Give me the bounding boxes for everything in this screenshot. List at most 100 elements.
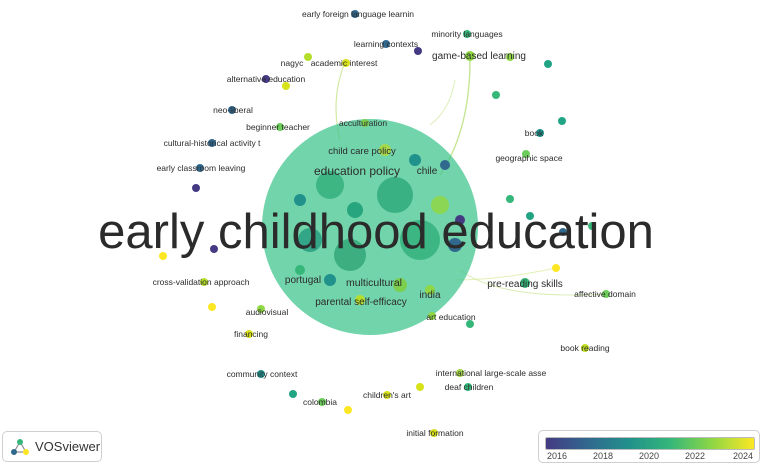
node-unlabeled[interactable] [208, 303, 216, 311]
legend-tick: 2024 [732, 451, 754, 461]
label-term[interactable]: alternative education [227, 74, 306, 84]
central-term-label[interactable]: early childhood education [98, 205, 654, 259]
label-term[interactable]: cultural-historical activity t [164, 138, 261, 148]
label-term[interactable]: portugal [285, 275, 321, 286]
node-unlabeled[interactable] [544, 60, 552, 68]
label-term[interactable]: affective domain [574, 289, 636, 299]
legend-tick: 2022 [684, 451, 706, 461]
node-unlabeled[interactable] [282, 82, 290, 90]
label-term[interactable]: beginner teacher [246, 122, 310, 132]
label-term[interactable]: chile [417, 166, 438, 177]
central-cluster-node[interactable] [262, 119, 478, 335]
node-art-education[interactable] [428, 312, 436, 320]
label-term[interactable]: book [525, 128, 544, 138]
keyword-labels: early foreign language learnin minority … [153, 9, 637, 438]
node-book[interactable] [536, 129, 544, 137]
node-unlabeled[interactable] [416, 383, 424, 391]
node-learning-contexts[interactable] [382, 40, 390, 48]
node-nagyc[interactable] [304, 53, 312, 61]
node-game-based-learning[interactable] [465, 51, 475, 61]
node-unlabeled[interactable] [159, 252, 167, 260]
node-unlabeled[interactable] [414, 47, 422, 55]
node-unlabeled[interactable] [344, 406, 352, 414]
node-unlabeled[interactable] [552, 264, 560, 272]
label-term[interactable]: financing [234, 329, 268, 339]
link [459, 269, 606, 296]
node-financing[interactable] [245, 330, 253, 338]
node-beginner-teacher[interactable] [276, 123, 284, 131]
node-cultural-historical[interactable] [208, 139, 216, 147]
inner-node [324, 274, 336, 286]
inner-node [448, 238, 462, 252]
node-unlabeled[interactable] [466, 320, 474, 328]
node-unlabeled[interactable] [588, 222, 596, 230]
label-term[interactable]: acculturation [339, 118, 387, 128]
legend-color-scale [545, 437, 755, 450]
node-unlabeled[interactable] [492, 91, 500, 99]
node-deaf-children[interactable] [464, 383, 472, 391]
node-unlabeled[interactable] [506, 195, 514, 203]
node-unlabeled[interactable] [192, 184, 200, 192]
label-term[interactable]: children's art [363, 390, 412, 400]
label-term[interactable]: india [419, 290, 441, 301]
label-term[interactable]: learning contexts [354, 39, 418, 49]
node-early-classroom-leaving[interactable] [196, 164, 204, 172]
inner-node [393, 278, 407, 292]
label-term[interactable]: early classroom leaving [157, 163, 246, 173]
node-childrens-art[interactable] [383, 391, 391, 399]
label-term[interactable]: book reading [560, 343, 609, 353]
node-academic-interest[interactable] [342, 59, 350, 67]
node-cross-validation[interactable] [200, 278, 208, 286]
node-minority-languages[interactable] [463, 30, 471, 38]
label-term[interactable]: parental self-efficacy [315, 297, 407, 308]
vosviewer-logo-icon [11, 438, 29, 455]
node-initial-formation[interactable] [430, 429, 438, 437]
label-term[interactable]: neo-liberal [213, 105, 253, 115]
inner-node [298, 228, 322, 252]
node-international-large-scale[interactable] [456, 369, 464, 377]
node-neo-liberal[interactable] [228, 106, 236, 114]
legend-tick: 2020 [638, 451, 660, 461]
node-geographic-space[interactable] [522, 150, 530, 158]
node-affective-domain[interactable] [602, 290, 610, 298]
label-term[interactable]: child care policy [328, 146, 396, 157]
vosviewer-logo: VOSviewer [2, 431, 102, 462]
label-term[interactable]: education policy [314, 164, 400, 178]
label-term[interactable]: multicultural [346, 277, 402, 289]
node-unlabeled[interactable] [289, 390, 297, 398]
node-alternative-education[interactable] [262, 75, 270, 83]
label-term[interactable]: geographic space [495, 153, 562, 163]
node-acculturation[interactable] [361, 119, 369, 127]
inner-node [431, 196, 449, 214]
label-term[interactable]: cross-validation approach [153, 277, 250, 287]
label-term[interactable]: nagyc [281, 58, 304, 68]
label-term[interactable]: initial formation [406, 428, 463, 438]
label-term[interactable]: minority languages [431, 29, 502, 39]
label-term[interactable]: academic interest [311, 58, 378, 68]
cluster-inner-nodes [294, 144, 465, 305]
label-term[interactable]: pre-reading skills [487, 279, 563, 290]
label-term[interactable]: community context [227, 369, 298, 379]
node-unlabeled[interactable] [559, 228, 567, 236]
label-term[interactable]: colombia [303, 397, 337, 407]
node-unlabeled[interactable] [526, 212, 534, 220]
node-unlabeled[interactable] [210, 245, 218, 253]
legend-tick: 2018 [592, 451, 614, 461]
node-unlabeled[interactable] [558, 117, 566, 125]
inner-node [400, 220, 440, 260]
label-term[interactable]: art education [426, 312, 475, 322]
node-early-foreign-language[interactable] [351, 10, 359, 18]
label-term[interactable]: deaf children [445, 382, 494, 392]
node-unlabeled[interactable] [506, 53, 514, 61]
inner-node [440, 160, 450, 170]
node-pre-reading-skills[interactable] [520, 278, 530, 288]
link [454, 267, 557, 281]
label-term[interactable]: game-based learning [432, 51, 526, 62]
label-term[interactable]: early foreign language learnin [302, 9, 414, 19]
node-audiovisual[interactable] [257, 305, 265, 313]
node-community-context[interactable] [257, 370, 265, 378]
node-colombia[interactable] [318, 398, 326, 406]
label-term[interactable]: international large-scale asse [436, 368, 547, 378]
node-book-reading[interactable] [581, 344, 589, 352]
label-term[interactable]: audiovisual [246, 307, 289, 317]
